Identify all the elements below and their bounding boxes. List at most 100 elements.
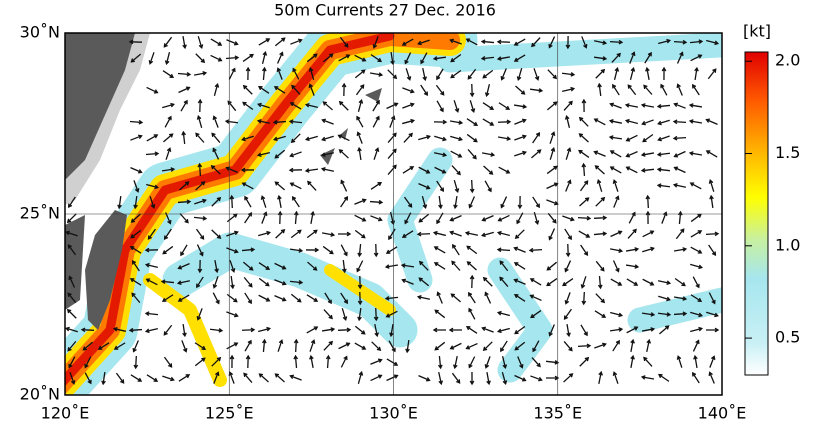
current-arrow: [595, 260, 605, 272]
current-arrow: [403, 196, 413, 208]
current-arrow: [258, 230, 272, 237]
current-arrow: [598, 370, 603, 385]
current-arrow: [546, 101, 558, 111]
current-arrow: [482, 102, 495, 110]
current-arrow: [211, 356, 222, 367]
current-arrow: [501, 356, 508, 370]
current-arrow: [482, 118, 495, 126]
current-arrow: [197, 162, 203, 177]
current-arrow: [66, 213, 77, 224]
current-arrow: [256, 151, 270, 158]
current-arrow: [578, 116, 589, 127]
current-arrows: [65, 35, 720, 386]
current-arrow: [129, 119, 144, 125]
current-arrow: [452, 243, 460, 256]
current-arrow: [580, 244, 589, 256]
current-arrow: [709, 355, 716, 368]
current-arrow: [214, 259, 219, 274]
current-arrow: [705, 231, 720, 237]
current-arrow: [405, 339, 410, 354]
current-arrow: [706, 39, 720, 46]
current-arrow: [244, 339, 252, 352]
current-arrow: [610, 311, 624, 318]
current-arrow: [226, 230, 239, 237]
current-arrow: [438, 195, 443, 210]
current-arrow: [306, 326, 319, 334]
current-arrow: [162, 245, 174, 255]
current-arrow: [709, 194, 714, 209]
current-arrow: [229, 354, 235, 369]
lat-tick-label: 30˚N: [20, 23, 60, 42]
current-arrow: [564, 292, 571, 305]
current-arrow: [661, 66, 667, 81]
current-arrow: [514, 118, 527, 125]
current-arrow: [177, 263, 190, 270]
current-arrow: [432, 327, 447, 333]
current-arrow: [179, 213, 189, 224]
current-arrow: [418, 260, 429, 271]
current-arrow: [243, 372, 253, 383]
current-arrow: [546, 261, 558, 271]
current-arrow: [387, 69, 398, 80]
current-arrow: [436, 291, 443, 304]
current-arrow: [609, 327, 624, 332]
current-arrow: [321, 135, 334, 142]
current-arrow: [608, 135, 623, 140]
current-arrow: [182, 323, 187, 338]
current-arrow: [130, 53, 142, 63]
current-arrow: [244, 292, 252, 305]
current-arrow: [357, 307, 362, 322]
current-arrow: [401, 278, 414, 285]
current-arrow: [497, 214, 510, 222]
current-arrow: [321, 232, 336, 237]
current-arrow: [197, 259, 203, 274]
current-arrow: [388, 228, 396, 241]
current-arrow: [658, 295, 671, 302]
current-arrow: [708, 371, 715, 384]
current-arrow: [562, 278, 574, 287]
lon-tick-label: 120˚E: [41, 404, 90, 423]
current-arrow: [448, 327, 463, 333]
current-arrow: [129, 278, 142, 286]
current-arrow: [177, 199, 192, 205]
current-arrow: [469, 371, 475, 386]
current-arrow: [292, 67, 300, 80]
current-arrow: [290, 229, 302, 239]
current-arrow: [161, 167, 176, 172]
current-arrow: [274, 149, 286, 159]
current-arrow: [593, 215, 608, 221]
current-arrow: [304, 102, 318, 108]
current-arrow: [449, 230, 462, 237]
current-arrow: [514, 374, 527, 382]
current-arrow: [274, 262, 287, 270]
current-arrow: [593, 118, 606, 126]
current-arrow: [258, 326, 272, 333]
current-arrow: [449, 120, 464, 125]
current-arrow: [402, 102, 415, 109]
current-arrow: [581, 98, 587, 113]
current-arrow: [484, 291, 492, 304]
current-arrow: [438, 372, 444, 386]
current-arrow: [464, 231, 479, 236]
current-arrow: [144, 327, 158, 334]
current-arrow: [693, 354, 698, 369]
current-arrow: [625, 247, 640, 252]
current-arrow: [226, 39, 239, 46]
current-arrow: [82, 341, 94, 351]
current-arrow: [548, 228, 556, 241]
current-arrow: [212, 276, 219, 289]
current-arrow: [165, 147, 172, 160]
lon-tick-label: 125˚E: [205, 404, 254, 423]
current-arrow: [500, 340, 508, 353]
current-arrow: [480, 39, 495, 45]
current-arrow: [193, 216, 208, 221]
current-arrow: [496, 39, 511, 45]
current-arrow: [437, 355, 443, 370]
current-arrow: [69, 372, 76, 385]
current-arrow: [226, 247, 239, 254]
current-arrow: [657, 119, 670, 126]
current-arrow: [242, 84, 253, 95]
current-arrow: [453, 180, 460, 193]
current-arrow: [66, 308, 77, 319]
current-arrow: [128, 327, 143, 333]
